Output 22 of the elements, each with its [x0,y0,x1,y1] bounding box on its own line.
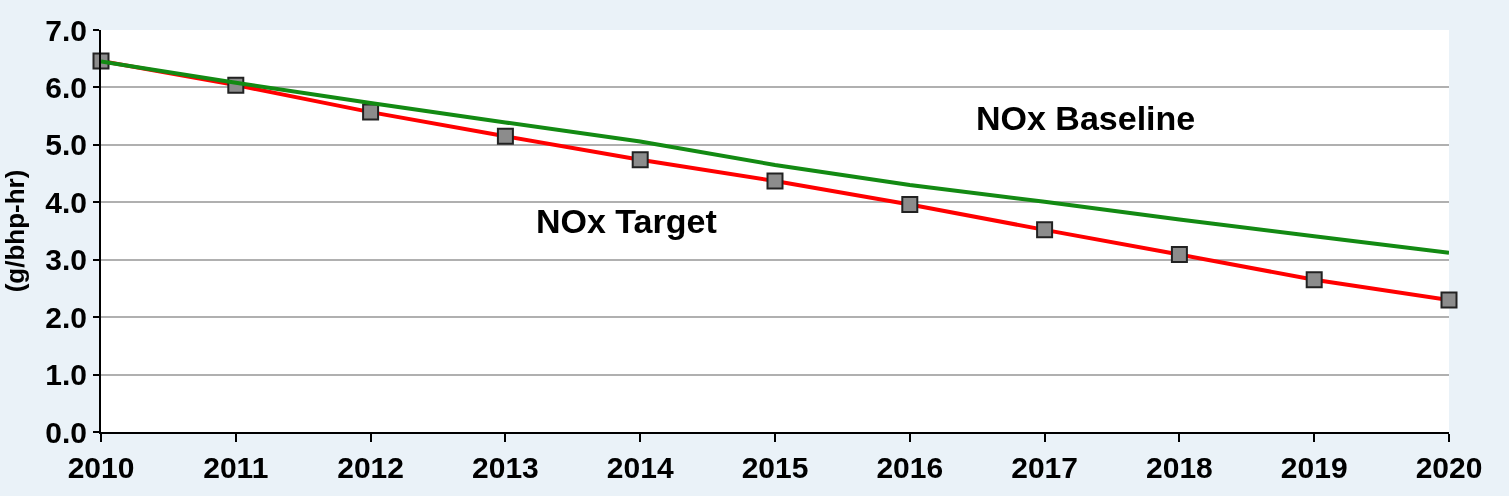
y-tick-label: 7.0 [45,13,87,47]
y-tick-label: 6.0 [45,70,87,104]
y-tick-label: 2.0 [45,300,87,334]
x-tick-label: 2010 [67,451,135,484]
x-tick-label: 2013 [472,451,539,484]
y-tick-label: 4.0 [45,185,87,219]
x-tick-label: 2020 [1415,451,1483,484]
x-tick-label: 2016 [876,451,944,484]
series-label: NOx Baseline [976,99,1196,137]
x-tick-label: 2018 [1146,451,1213,484]
x-tick-label: 2017 [1011,451,1078,484]
x-tick-label: 2019 [1280,451,1348,484]
x-tick-label: 2014 [606,451,674,484]
y-tick-label: 5.0 [45,128,87,162]
x-tick-label: 2012 [337,451,404,484]
y-tick-label: 1.0 [45,358,87,392]
y-axis-title: (g/bhp-hr) [0,169,30,293]
series-label: NOx Target [536,202,717,240]
y-tick-label: 3.0 [45,243,87,277]
x-tick-label: 2011 [203,451,269,484]
y-tick-label: 0.0 [45,415,87,449]
x-tick-label: 2015 [741,451,809,484]
